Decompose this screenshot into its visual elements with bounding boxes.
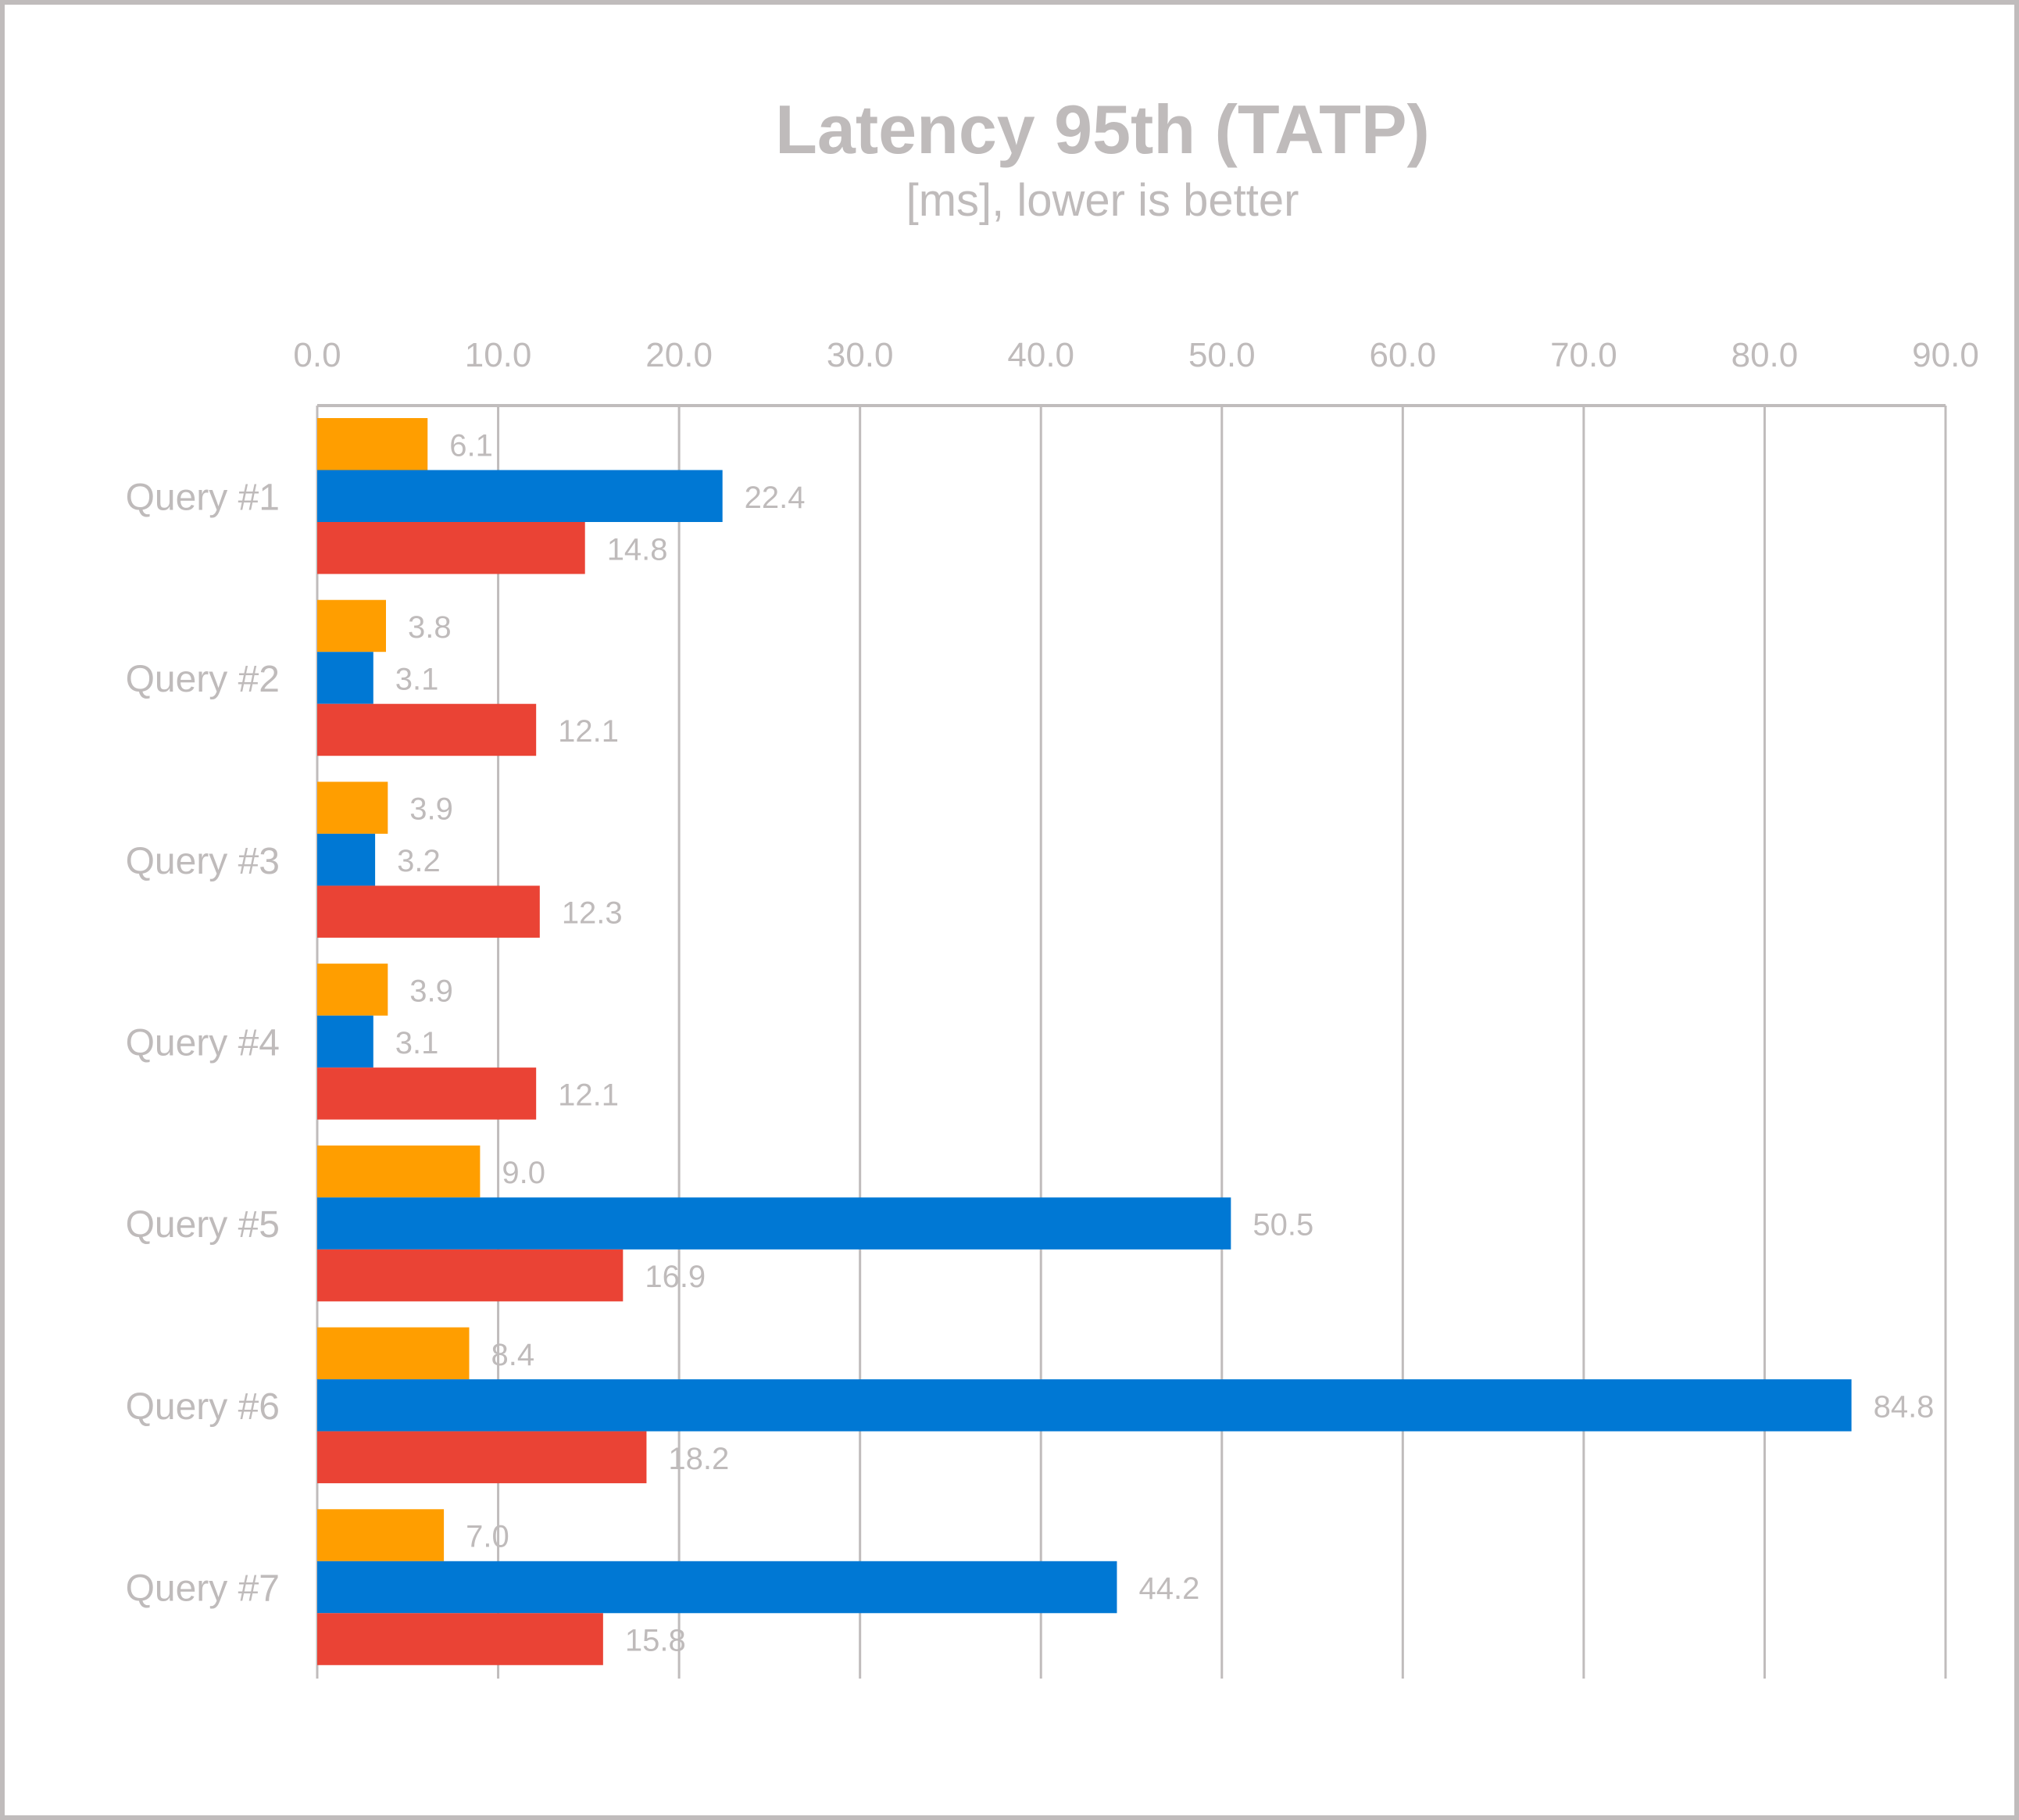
category-label: Query #1: [126, 477, 280, 518]
x-tick-label: 70.0: [1550, 336, 1617, 374]
bar: [317, 1561, 1117, 1614]
bar: [317, 1509, 445, 1561]
data-label: 6.1: [449, 428, 493, 463]
x-tick-label: 40.0: [1007, 336, 1074, 374]
bar: [317, 703, 537, 756]
category-label: Query #7: [126, 1568, 280, 1610]
data-label: 18.2: [668, 1442, 729, 1476]
data-label: 14.8: [607, 532, 668, 567]
bar: [317, 1327, 470, 1380]
data-label: 3.1: [395, 662, 439, 696]
data-label: 3.2: [397, 844, 441, 878]
x-tick-label: 10.0: [465, 336, 532, 374]
category-label: Query #5: [126, 1204, 280, 1246]
data-label: 12.1: [558, 714, 619, 749]
data-label: 3.9: [409, 974, 453, 1008]
bar: [317, 964, 388, 1016]
bar: [317, 1431, 647, 1484]
x-tick-label: 20.0: [645, 336, 713, 374]
data-label: 22.4: [745, 481, 806, 515]
bar: [317, 885, 540, 938]
bar: [317, 599, 386, 653]
chart-title: Latency 95th (TATP): [775, 91, 1430, 168]
bar: [317, 1379, 1852, 1432]
x-tick-label: 30.0: [827, 336, 894, 374]
data-label: 16.9: [645, 1260, 706, 1294]
chart-subtitle: [ms], lower is better: [906, 175, 1299, 226]
category-label: Query #3: [126, 841, 280, 882]
bar: [317, 652, 373, 704]
bar: [317, 470, 723, 522]
bar: [317, 1015, 373, 1068]
bar: [317, 1249, 624, 1302]
category-label: Query #4: [126, 1023, 280, 1064]
data-label: 9.0: [502, 1156, 545, 1190]
category-label: Query #2: [126, 659, 280, 700]
x-tick-label: 80.0: [1731, 336, 1799, 374]
data-label: 3.1: [395, 1026, 439, 1060]
bar: [317, 833, 376, 886]
data-label: 44.2: [1138, 1571, 1199, 1606]
data-label: 50.5: [1252, 1208, 1313, 1243]
data-label: 8.4: [491, 1338, 535, 1372]
x-tick-label: 50.0: [1188, 336, 1256, 374]
bar: [317, 1613, 603, 1665]
bar: [317, 1067, 537, 1120]
bar: [317, 522, 585, 574]
x-tick-label: 90.0: [1912, 336, 1979, 374]
data-label: 12.3: [562, 896, 623, 931]
bar: [317, 781, 388, 834]
data-label: 3.9: [409, 792, 453, 827]
data-label: 12.1: [558, 1078, 619, 1112]
data-label: 15.8: [625, 1624, 686, 1658]
category-label: Query #6: [126, 1386, 280, 1428]
x-tick-label: 0.0: [293, 336, 341, 374]
bar: [317, 1197, 1231, 1250]
bar-chart: Latency 95th (TATP) [ms], lower is bette…: [126, 91, 1979, 1679]
data-label: 7.0: [466, 1520, 509, 1554]
bar: [317, 1145, 481, 1198]
bar: [317, 418, 428, 470]
x-tick-label: 60.0: [1370, 336, 1437, 374]
data-label: 3.8: [408, 610, 452, 645]
data-label: 84.8: [1874, 1389, 1935, 1424]
